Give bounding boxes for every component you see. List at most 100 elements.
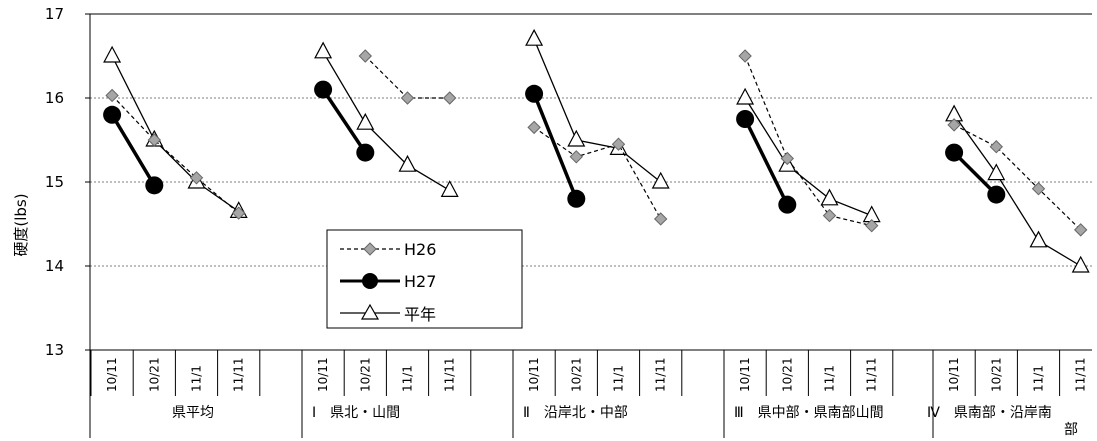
series-平年-point (314, 41, 333, 59)
x-date-label: 11/11 (654, 357, 668, 392)
series-H26-point (822, 208, 837, 223)
series-H26-point (780, 151, 795, 166)
series-layer (103, 28, 1090, 273)
grid-lines (90, 97, 1092, 267)
x-date-label: 10/11 (738, 357, 752, 392)
series-平年-line (533, 38, 662, 183)
group-label: Ⅲ 県中部・県南部山間 (734, 405, 884, 421)
series-平年-line (322, 51, 451, 191)
series-平年-point (525, 28, 544, 46)
y-tick-labels: 13 14 15 16 17 (45, 5, 64, 359)
legend-h27-label: H27 (404, 272, 436, 291)
series-平年-point (1071, 255, 1090, 273)
legend-heinen-marker (360, 303, 380, 320)
legend-h26-marker (363, 242, 377, 256)
y-tick-label: 13 (45, 341, 64, 359)
series-H26-point (358, 49, 373, 63)
series-H27-point (145, 176, 164, 195)
series-平年-point (356, 112, 375, 130)
x-date-label: 11/1 (401, 365, 415, 392)
series-平年-point (820, 188, 839, 206)
group-label: Ⅳ 県南部・沿岸南 (927, 405, 1052, 421)
x-date-label: 11/1 (612, 365, 626, 392)
legend: H26 H27 平年 (326, 229, 523, 329)
series-H27-point (945, 143, 964, 162)
series-H27-point (778, 195, 797, 214)
series-H26-point (611, 137, 626, 151)
series-H27-point (567, 189, 586, 208)
series-H27-point (525, 84, 544, 103)
series-H26-point (147, 133, 162, 147)
x-date-label: 11/11 (232, 357, 246, 392)
group-label: Ⅰ 県北・山間 (312, 405, 400, 421)
x-category-axis: 10/11 10/21 11/1 11/11 県平均 10/11 10/21 11/1 11/1… (90, 350, 1088, 438)
group-label-continuation: 部 (1064, 422, 1078, 438)
series-H26-point (442, 91, 457, 105)
x-date-label: 10/11 (947, 357, 961, 392)
group-label: Ⅱ 沿岸北・中部 (523, 405, 628, 421)
series-H26-point (989, 140, 1004, 154)
series-平年-line (744, 97, 872, 217)
series-平年-point (1029, 230, 1048, 248)
series-平年-point (440, 180, 459, 197)
series-H26-line (111, 95, 240, 214)
y-axis-label: 硬度(lbs) (12, 193, 30, 256)
legend-h27-marker (362, 273, 378, 289)
x-date-label: 10/21 (989, 357, 1003, 392)
x-date-label: 11/11 (443, 357, 457, 392)
series-H26-point (947, 118, 961, 132)
series-H26-point (1073, 223, 1088, 237)
series-H26-point (738, 49, 752, 63)
series-H27-line (952, 151, 998, 196)
series-H26-point (105, 88, 119, 103)
series-H27-point (314, 80, 333, 99)
series-H27-line (532, 93, 578, 200)
series-H27-line (321, 88, 367, 154)
series-H27-point (987, 185, 1006, 204)
series-H26-point (653, 212, 668, 226)
x-date-label: 10/21 (147, 357, 161, 392)
x-date-label: 11/1 (823, 365, 837, 392)
y-tick-label: 17 (45, 5, 64, 23)
x-date-label: 10/11 (105, 357, 119, 392)
series-H27-line (110, 113, 156, 187)
series-H26-point (400, 91, 415, 105)
series-平年-point (567, 129, 586, 147)
y-tick-label: 15 (45, 173, 64, 191)
series-平年-point (987, 163, 1006, 181)
legend-heinen-label: 平年 (404, 305, 436, 324)
series-平年-point (651, 171, 670, 189)
series-平年-line (111, 55, 240, 212)
series-平年-line (953, 114, 1082, 267)
series-H27-line (743, 118, 789, 206)
x-date-label: 11/11 (1074, 357, 1088, 392)
series-H26-line (533, 126, 662, 220)
series-平年-point (398, 154, 417, 172)
legend-h26-label: H26 (404, 240, 436, 259)
axes (85, 13, 1092, 438)
x-date-label: 10/21 (358, 357, 372, 392)
legend-box (326, 229, 523, 329)
series-H26-point (231, 206, 246, 220)
group-label: 県平均 (172, 405, 214, 421)
series-H26-point (569, 150, 584, 164)
series-H26-point (864, 218, 879, 233)
series-平年-point (736, 87, 755, 105)
series-H27-point (736, 110, 755, 128)
series-H26-line (744, 55, 872, 227)
x-date-label: 10/21 (569, 357, 583, 392)
x-date-label: 10/11 (316, 357, 330, 392)
series-H27-point (356, 143, 375, 162)
y-tick-label: 14 (45, 257, 64, 275)
series-H27-point (103, 105, 122, 124)
series-H26-point (1031, 182, 1046, 196)
x-date-label: 10/11 (527, 357, 541, 392)
series-H26-point (189, 171, 204, 185)
x-date-label: 11/1 (190, 365, 204, 392)
y-tick-label: 16 (45, 89, 64, 107)
series-H26-line (953, 124, 1082, 231)
series-平年-point (103, 45, 122, 63)
x-date-label: 10/21 (780, 357, 794, 392)
x-date-label: 11/1 (1032, 365, 1046, 392)
